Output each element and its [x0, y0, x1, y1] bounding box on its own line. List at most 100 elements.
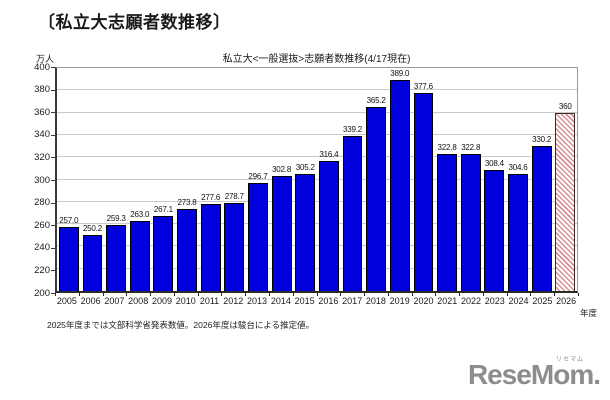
y-tick	[51, 293, 55, 294]
x-tick	[245, 293, 247, 296]
bar-slot-2013: 296.7	[246, 68, 270, 291]
bar-slot-2022: 322.8	[459, 68, 483, 291]
x-tick	[221, 293, 223, 296]
bar-slot-2007: 259.3	[104, 68, 128, 291]
bar-value-label: 305.2	[295, 162, 315, 172]
resemom-logo: リセマム ReseMom.	[467, 357, 601, 390]
bar-value-label: 263.0	[130, 209, 150, 219]
x-axis-unit-label: 年度	[580, 308, 598, 318]
gridline	[57, 111, 577, 113]
x-tick	[459, 293, 461, 296]
x-tick-label: 2021	[437, 296, 458, 306]
bar-value-label: 322.8	[461, 143, 481, 153]
x-tick-label: 2019	[389, 296, 410, 306]
bar-value-label: 273.8	[177, 197, 197, 207]
bar-2023	[484, 170, 505, 291]
bar-2019	[389, 80, 410, 291]
x-tick-label: 2020	[413, 296, 434, 306]
bar-value-label: 330.2	[532, 134, 552, 144]
y-tick-label: 200	[34, 287, 50, 299]
y-tick-label: 220	[34, 264, 50, 276]
bar-value-label: 339.2	[342, 124, 363, 134]
bar-value-label: 322.8	[437, 143, 457, 153]
bar-value-label: 250.2	[82, 224, 102, 234]
logo-text: ReseMom.	[467, 359, 601, 390]
x-tick	[268, 293, 270, 296]
gridline	[57, 267, 577, 269]
y-tick	[51, 225, 55, 227]
gridline	[57, 178, 577, 180]
y-tick	[51, 134, 55, 136]
y-tick-label: 380	[34, 84, 50, 96]
bar-value-label: 302.8	[272, 165, 292, 175]
x-tick	[340, 293, 342, 296]
bar-2009	[153, 216, 174, 291]
gridline	[57, 245, 577, 247]
bar-value-label: 277.6	[201, 193, 221, 203]
x-tick	[55, 293, 56, 296]
bar-2006	[82, 235, 103, 291]
x-tick-label: 2006	[80, 296, 101, 306]
page-title: 〔私立大志願者数推移〕	[38, 13, 231, 32]
bar-slot-2011: 277.6	[199, 68, 223, 291]
bar-2026	[555, 112, 576, 291]
bar-value-label: 304.6	[508, 163, 528, 173]
x-tick	[102, 293, 104, 296]
bar-2011	[200, 204, 221, 291]
x-tick-label: 2017	[342, 296, 363, 306]
bar-slot-2023: 308.4	[483, 68, 507, 291]
x-tick	[435, 293, 437, 296]
bar-2020	[413, 92, 434, 291]
y-tick	[51, 270, 55, 272]
bar-value-label: 278.7	[224, 192, 244, 202]
bar-2016	[318, 161, 339, 291]
y-tick-label: 260	[34, 219, 50, 231]
bar-slot-2020: 377.6	[412, 68, 436, 291]
bar-slot-2024: 304.6	[506, 68, 530, 291]
x-tick-label: 2009	[151, 296, 172, 306]
bar-2012	[224, 203, 245, 291]
gridline	[57, 223, 577, 225]
x-tick	[173, 293, 175, 296]
bar-2024	[508, 174, 528, 291]
x-tick	[530, 293, 532, 296]
y-tick-label: 400	[34, 61, 50, 73]
x-tick-label: 2026	[556, 296, 577, 306]
x-tick-label: 2015	[294, 296, 315, 306]
bar-slot-2012: 278.7	[222, 68, 246, 291]
bar-value-label: 316.4	[319, 150, 339, 160]
x-tick	[364, 293, 366, 296]
chart-title: 私立大<一般選抜>志願者数推移(4/17現在)	[222, 54, 411, 65]
bar-value-label: 308.4	[484, 159, 504, 169]
bar-2013	[248, 183, 268, 291]
x-tick-label: 2018	[365, 296, 386, 306]
x-tick	[578, 293, 579, 296]
logo-ruby-text: リセマム	[555, 357, 584, 363]
x-tick	[506, 293, 508, 296]
bar-2018	[366, 106, 387, 291]
bar-2021	[437, 154, 457, 291]
x-tick-label: 2014	[270, 296, 291, 306]
bar-slot-2015: 305.2	[293, 68, 317, 291]
y-tick-label: 340	[34, 129, 50, 141]
y-tick-label: 300	[34, 174, 50, 186]
x-tick	[316, 293, 318, 296]
bar-2025	[531, 145, 552, 291]
x-tick	[197, 293, 199, 296]
x-tick-label: 2011	[199, 296, 220, 306]
bar-2008	[129, 220, 150, 291]
x-tick-label: 2016	[318, 296, 339, 306]
x-tick-label: 2005	[56, 296, 77, 306]
bar-value-label: 257.0	[59, 216, 79, 226]
bar-value-label: 377.6	[413, 81, 433, 91]
bar-slot-2021: 322.8	[435, 68, 459, 291]
gridline	[57, 89, 577, 91]
y-tick	[51, 247, 55, 249]
bar-2022	[460, 154, 481, 291]
gridline	[57, 156, 577, 158]
y-tick-label: 280	[34, 197, 50, 209]
y-tick	[51, 67, 55, 68]
bar-slot-2014: 302.8	[270, 68, 294, 291]
bar-slot-2018: 365.2	[364, 68, 388, 291]
bar-slot-2008: 263.0	[128, 68, 152, 291]
